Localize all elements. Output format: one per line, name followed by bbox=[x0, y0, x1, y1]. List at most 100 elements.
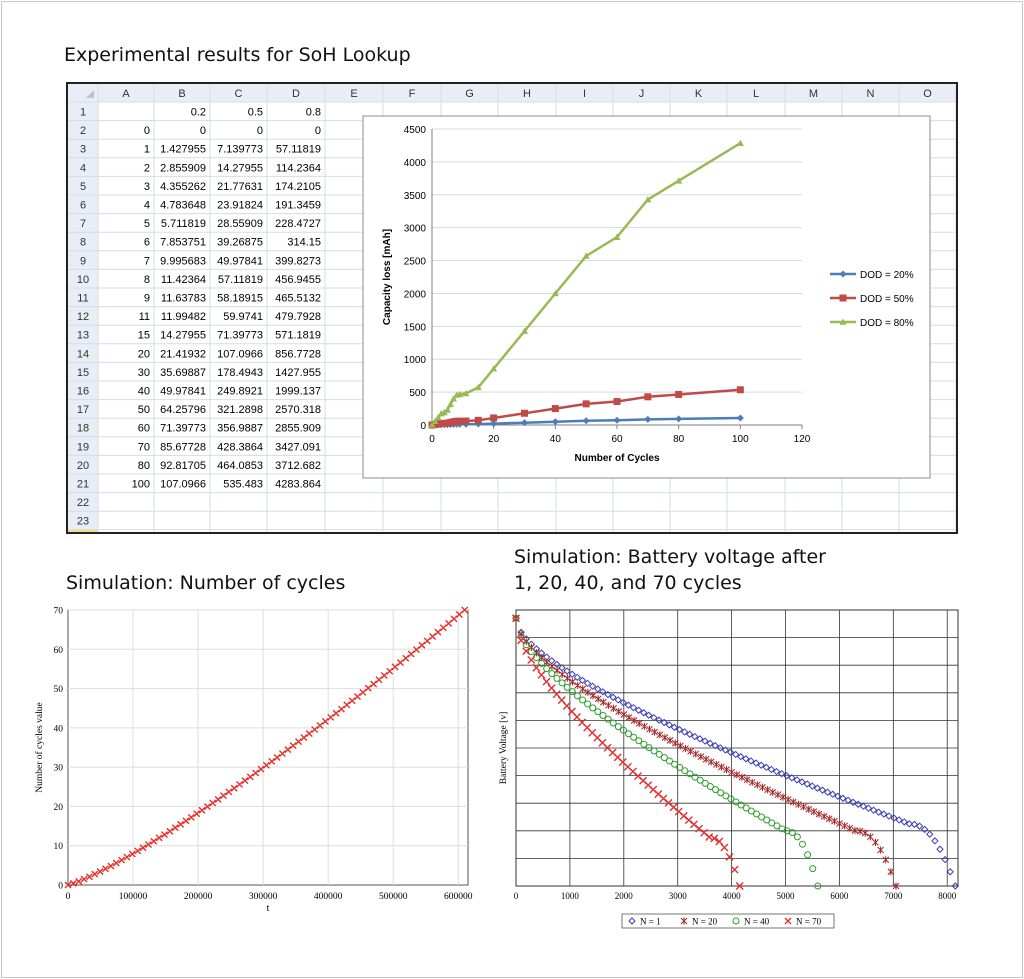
data-point bbox=[712, 786, 720, 794]
cell-value: 9 bbox=[144, 293, 150, 305]
x-axis-label: t bbox=[267, 903, 270, 914]
cell-value: 0 bbox=[144, 125, 150, 137]
cell-value: 59.9741 bbox=[223, 311, 263, 323]
data-point bbox=[839, 794, 847, 802]
data-point bbox=[655, 716, 663, 724]
cell-value: 49.97841 bbox=[160, 386, 206, 398]
cell-value: 11.63783 bbox=[161, 293, 206, 305]
cell-value: 535.483 bbox=[223, 479, 263, 491]
data-point bbox=[413, 646, 420, 654]
data-point bbox=[278, 750, 286, 758]
data-point bbox=[563, 674, 571, 682]
cycles-heading: Simulation: Number of cycles bbox=[66, 572, 346, 594]
row-number: 1 bbox=[80, 107, 86, 119]
legend-marker bbox=[839, 318, 847, 325]
data-point bbox=[630, 716, 638, 725]
data-point bbox=[450, 395, 458, 402]
data-point bbox=[396, 659, 404, 667]
data-point bbox=[551, 290, 559, 297]
data-point bbox=[75, 877, 83, 885]
legend-label: N = 40 bbox=[744, 917, 770, 927]
data-point bbox=[880, 810, 888, 818]
cell-value: 40 bbox=[138, 386, 150, 398]
data-point bbox=[182, 817, 190, 825]
y-tick-label: 0 bbox=[420, 421, 426, 432]
row-number: 2 bbox=[80, 125, 86, 137]
data-point bbox=[670, 723, 679, 731]
cell-value: 8 bbox=[144, 274, 150, 286]
data-point bbox=[359, 688, 367, 696]
data-point bbox=[752, 759, 760, 767]
column-header: F bbox=[409, 88, 416, 100]
data-point bbox=[609, 693, 617, 701]
cell-value: 11 bbox=[139, 311, 150, 323]
cell-value: 249.8921 bbox=[217, 386, 263, 398]
row-number: 18 bbox=[77, 423, 89, 435]
data-point bbox=[730, 865, 739, 874]
data-point bbox=[687, 747, 694, 755]
row-number: 19 bbox=[77, 441, 89, 453]
data-point bbox=[462, 389, 470, 397]
data-point bbox=[727, 795, 735, 803]
data-point bbox=[582, 400, 590, 408]
data-point bbox=[579, 696, 587, 704]
data-point bbox=[542, 677, 551, 686]
data-point bbox=[892, 882, 900, 890]
cell-value: 107.0966 bbox=[217, 348, 263, 360]
data-point bbox=[706, 739, 714, 748]
cell-value: 0 bbox=[257, 125, 263, 137]
x-tick-label: 120 bbox=[794, 434, 811, 445]
cell-value: 9.995683 bbox=[160, 255, 206, 267]
active-row-header bbox=[68, 529, 98, 532]
column-header: K bbox=[695, 88, 703, 100]
data-point bbox=[521, 409, 528, 417]
data-point bbox=[599, 688, 607, 696]
data-point bbox=[665, 757, 673, 765]
cell-value: 2570.318 bbox=[275, 404, 321, 416]
data-point bbox=[680, 728, 689, 736]
data-point bbox=[214, 795, 222, 803]
data-point bbox=[725, 852, 734, 861]
data-point bbox=[910, 820, 919, 829]
row-number: 20 bbox=[77, 460, 89, 472]
data-point bbox=[691, 732, 699, 741]
data-point bbox=[831, 817, 838, 825]
x-tick-label: 20 bbox=[488, 434, 500, 445]
data-point bbox=[735, 882, 744, 890]
data-point bbox=[841, 822, 849, 830]
data-point bbox=[354, 693, 362, 701]
cell-value: 2.855909 bbox=[160, 162, 206, 174]
x-tick-label: 0 bbox=[66, 892, 71, 902]
cell-value: 4 bbox=[144, 200, 150, 212]
y-axis-label: Battery Voltage [v] bbox=[499, 712, 509, 784]
row-number: 21 bbox=[77, 479, 89, 491]
data-point bbox=[594, 685, 602, 693]
y-axis-label: Number of cycles value bbox=[34, 702, 45, 792]
legend-marker bbox=[680, 917, 688, 925]
data-point bbox=[316, 722, 324, 729]
y-axis-label: Capacity loss [mAh] bbox=[382, 229, 393, 325]
data-point bbox=[758, 813, 766, 821]
data-point bbox=[696, 776, 704, 784]
data-point bbox=[443, 406, 451, 413]
cell-value: 2855.909 bbox=[275, 423, 321, 435]
data-point bbox=[645, 711, 653, 719]
data-point bbox=[676, 742, 684, 750]
column-header: L bbox=[753, 88, 759, 100]
data-point bbox=[809, 865, 817, 873]
data-point bbox=[825, 815, 833, 823]
legend-label: DOD = 50% bbox=[860, 294, 914, 305]
data-point bbox=[644, 393, 652, 401]
data-point bbox=[721, 746, 730, 754]
data-point bbox=[241, 777, 249, 785]
data-point bbox=[686, 770, 694, 778]
x-tick-label: 3000 bbox=[669, 891, 688, 901]
legend-label: DOD = 80% bbox=[860, 318, 914, 329]
data-point bbox=[641, 722, 648, 730]
data-point bbox=[273, 753, 281, 761]
column-header: A bbox=[122, 88, 130, 100]
voltage-heading-line2: 1, 20, 40, and 70 cycles bbox=[514, 572, 742, 594]
y-tick-label: 10 bbox=[54, 842, 64, 852]
cell-value: 100 bbox=[132, 479, 150, 491]
cell-value: 191.3459 bbox=[275, 200, 321, 212]
